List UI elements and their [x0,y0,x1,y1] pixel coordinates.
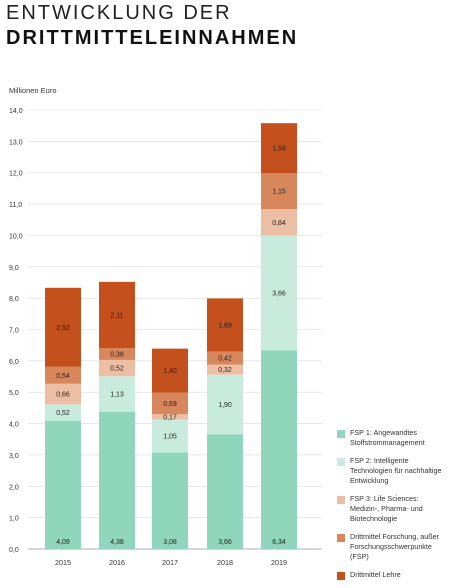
chart-legend: FSP 1: Angewandtes Stoffstrommanagement F… [337,428,449,588]
legend-item: FSP 3: Life Sciences: Medizin-, Pharma- … [337,494,449,524]
x-tick-label-2016: 2016 [109,558,125,567]
data-label-2017-s3: 0,17 [163,414,177,421]
stacked-bar-chart: Millionen Euro 0,0 1,0 2,0 3,0 4,0 5,0 6,0 7,0 8,… [9,86,322,567]
data-label-2016-s4: 0,38 [110,351,124,358]
y-tick-label: 7,0 [9,328,19,335]
y-tick-label: 9,0 [9,265,19,272]
legend-label: FSP 1: Angewandtes Stoffstrommanagement [350,428,425,447]
bar-segment-2017-s4 [152,392,188,415]
data-label-2015-s4: 0,54 [56,373,70,380]
bar-segment-2018-s4 [207,351,243,365]
bar-segment-2015-s5 [45,287,81,367]
bar-segment-2018-s5 [207,298,243,352]
data-label-2016-s2: 1,13 [110,391,124,398]
data-label-2016-s1: 4,38 [110,539,124,546]
data-label-2018-s1: 3,66 [218,539,232,546]
x-tick-label-2019: 2019 [271,558,287,567]
bar-segment-2019-s5 [261,123,297,174]
data-label-2017-s5: 1,40 [163,368,177,375]
bar-segment-2018-s2 [207,374,243,435]
legend-label: Drittmittel Lehre [350,570,401,579]
data-label-2018-s4: 0,42 [218,356,232,363]
bar-segment-2016-s2 [99,376,135,412]
y-tick-label: 11,0 [9,202,22,209]
legend-item: Drittmittel Forschung, außer Forschungss… [337,532,449,562]
y-tick-label: 6,0 [9,359,19,366]
data-label-2019-s2: 3,66 [272,290,286,297]
legend-swatch [337,572,345,580]
y-tick-label: 3,0 [9,453,19,460]
data-label-2018-s5: 1,69 [218,322,232,329]
legend-label: FSP 3: Life Sciences: Medizin-, Pharma- … [350,494,423,523]
bar-segment-2015-s4 [45,366,81,384]
title-line-1: ENTWICKLUNG DER [6,2,232,24]
bar-segment-2015-s3 [45,383,81,405]
data-label-2017-s1: 3,08 [163,539,177,546]
legend-swatch [337,534,345,542]
data-label-2015-s2: 0,52 [56,410,70,417]
bar-segment-2016-s1 [99,411,135,549]
y-tick-label: 1,0 [9,516,19,523]
bar-segment-2019-s2 [261,235,297,351]
data-label-2017-s4: 0,69 [163,401,177,408]
y-tick-label: 13,0 [9,139,23,146]
bar-segment-2018-s3 [207,364,243,375]
x-tick-label-2017: 2017 [162,558,178,567]
y-tick-label: 10,0 [9,233,23,240]
bar-segment-2019-s3 [261,209,297,236]
y-axis-label: Millionen Euro [9,86,57,95]
legend-item: FSP 1: Angewandtes Stoffstrommanagement [337,428,449,448]
bar-segment-2016-s5 [99,281,135,349]
legend-swatch [337,496,345,504]
bar-segment-2017-s5 [152,348,188,393]
data-label-2015-s1: 4,09 [56,539,70,546]
data-label-2019-s3: 0,84 [272,220,286,227]
y-tick-label: 2,0 [9,484,19,491]
y-tick-label: 4,0 [9,422,19,429]
bar-segment-2015-s2 [45,404,81,421]
bar-segment-2017-s1 [152,452,188,549]
legend-label: Drittmittel Forschung, außer Forschungss… [350,532,440,561]
bar-segment-2019-s4 [261,173,297,210]
data-label-2015-s3: 0,66 [56,392,70,399]
legend-item: Drittmittel Lehre [337,570,449,580]
legend-item: FSP 2: Intelligente Technologien für nac… [337,456,449,486]
legend-swatch [337,458,345,466]
y-tick-label: 5,0 [9,390,19,397]
data-label-2018-s3: 0,32 [218,367,232,374]
title-line-2: DRITTMITTELEINNAHMEN [6,27,299,49]
y-tick-label: 14,0 [9,108,23,115]
data-label-2019-s5: 1,59 [272,146,286,153]
data-label-2018-s2: 1,90 [218,402,232,409]
y-tick-label: 8,0 [9,296,19,303]
data-label-2019-s4: 1,15 [272,189,286,196]
bar-segment-2019-s1 [261,350,297,549]
bar-segment-2017-s2 [152,419,188,453]
legend-label: FSP 2: Intelligente Technologien für nac… [350,456,442,485]
bar-segment-2017-s3 [152,414,188,420]
bar-segment-2016-s4 [99,348,135,360]
bar-segment-2016-s3 [99,359,135,377]
bar-segment-2015-s1 [45,420,81,549]
x-tick-label-2018: 2018 [217,558,233,567]
x-tick-label-2015: 2015 [55,558,71,567]
bar-segment-2018-s1 [207,434,243,549]
data-label-2016-s5: 2,11 [110,312,123,319]
y-tick-label: 12,0 [9,171,23,178]
y-tick-label: 0,0 [9,547,19,554]
data-label-2019-s1: 6,34 [272,539,286,546]
legend-swatch [337,430,345,438]
data-label-2017-s2: 1,05 [163,433,177,440]
data-label-2016-s3: 0,52 [110,366,124,373]
data-label-2015-s5: 2,52 [56,325,70,332]
